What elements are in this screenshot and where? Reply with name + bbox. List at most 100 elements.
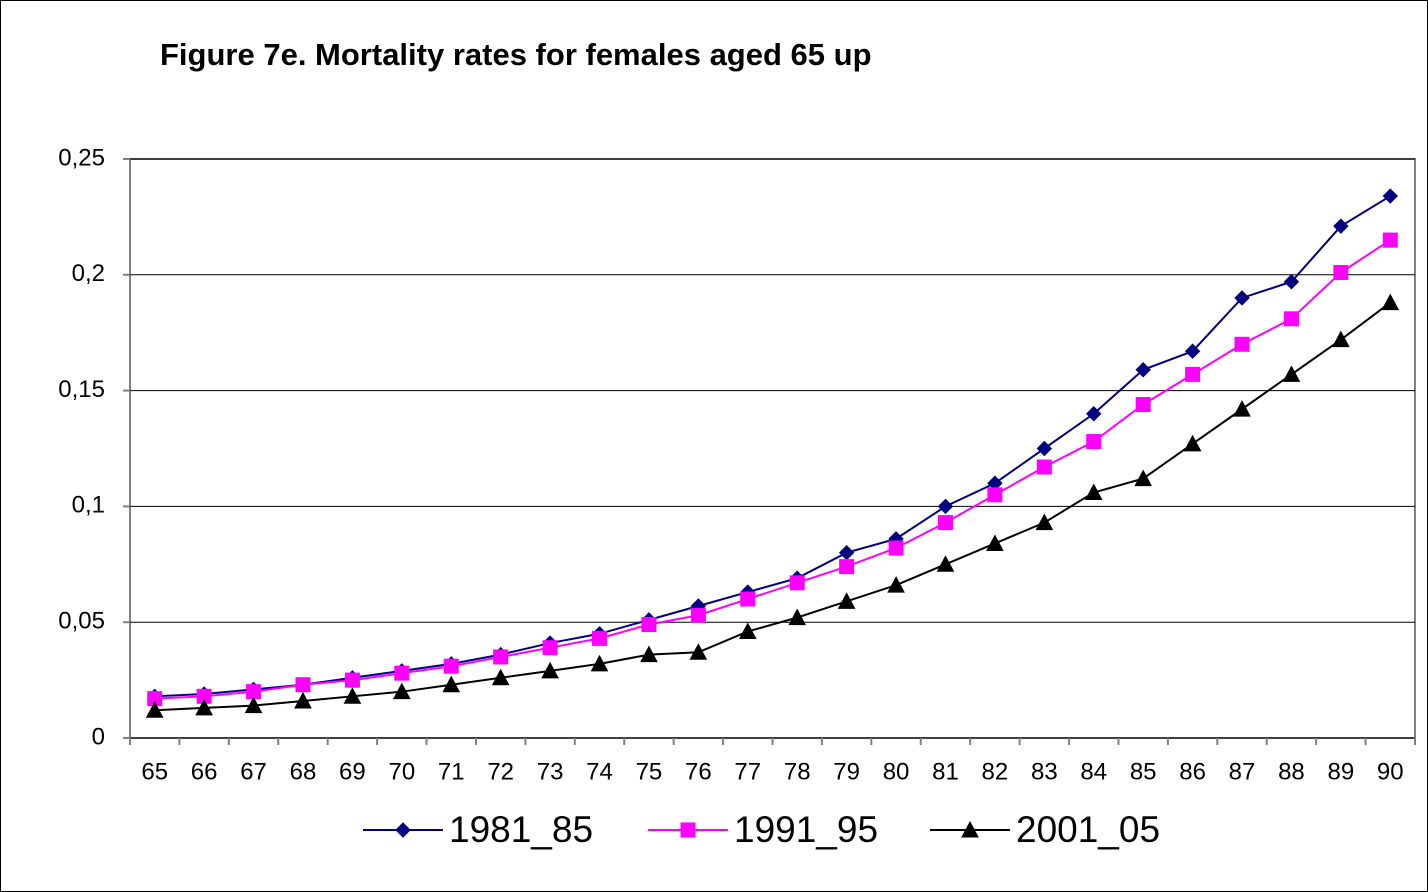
point <box>1185 366 1201 382</box>
series-line <box>154 195 1391 698</box>
point <box>1382 188 1398 204</box>
series-line <box>154 301 1391 712</box>
y-tick-label: 0,2 <box>72 260 105 287</box>
y-tick-label: 0 <box>92 723 105 750</box>
point <box>491 668 510 686</box>
x-tick-label: 79 <box>833 758 860 785</box>
point <box>1036 459 1052 475</box>
x-tick-label: 66 <box>191 758 218 785</box>
point <box>936 555 955 572</box>
point <box>888 540 904 556</box>
x-tick-label: 86 <box>1179 758 1206 785</box>
plot-area <box>129 158 1416 739</box>
legend-label: 2001_05 <box>1016 809 1160 850</box>
legend-marker <box>395 822 411 838</box>
point <box>145 701 164 718</box>
point <box>986 534 1004 551</box>
x-tick-label: 65 <box>141 758 168 785</box>
y-tick-label: 0,15 <box>58 376 105 403</box>
point <box>1282 365 1301 382</box>
point <box>1135 362 1151 378</box>
x-tick-label: 89 <box>1328 758 1355 785</box>
y-tick-label: 0,1 <box>72 492 105 519</box>
x-tick-label: 85 <box>1130 758 1157 785</box>
point <box>344 672 360 688</box>
x-tick-label: 80 <box>883 758 910 785</box>
point <box>1233 400 1251 417</box>
point <box>1036 440 1053 457</box>
x-tick-label: 72 <box>487 758 514 785</box>
point <box>1283 274 1300 290</box>
point <box>1035 513 1054 531</box>
point <box>1333 264 1349 280</box>
y-tick-label: 0,25 <box>58 144 105 171</box>
x-tick-label: 88 <box>1278 758 1305 785</box>
point <box>392 682 411 700</box>
point <box>937 498 954 515</box>
point <box>788 608 807 626</box>
x-tick-label: 82 <box>982 758 1009 785</box>
point <box>1333 218 1349 234</box>
point <box>937 515 953 531</box>
point <box>1332 330 1350 348</box>
point <box>195 698 213 716</box>
series-line <box>154 239 1391 700</box>
point <box>1135 396 1151 412</box>
x-tick-label: 75 <box>636 758 663 785</box>
point <box>641 617 657 633</box>
point <box>789 575 805 591</box>
y-tick-label: 0,05 <box>58 608 105 635</box>
point <box>1086 406 1102 422</box>
point <box>443 658 459 674</box>
point <box>1381 293 1400 311</box>
point <box>442 675 461 693</box>
point <box>1234 290 1250 306</box>
x-tick-label: 69 <box>339 758 366 785</box>
x-tick-label: 81 <box>932 758 959 785</box>
x-tick-label: 83 <box>1031 758 1058 785</box>
point <box>1183 434 1202 452</box>
point <box>689 643 708 660</box>
x-tick-label: 71 <box>438 758 465 785</box>
point <box>541 661 559 679</box>
legend-marker <box>680 822 696 838</box>
x-tick-label: 73 <box>537 758 564 785</box>
point <box>640 645 658 663</box>
x-tick-label: 77 <box>734 758 761 785</box>
point <box>738 622 757 639</box>
point <box>493 649 509 665</box>
point <box>1134 469 1153 487</box>
point <box>740 591 756 607</box>
x-tick-label: 84 <box>1080 758 1107 785</box>
point <box>1234 336 1250 352</box>
point <box>987 487 1003 503</box>
point <box>542 640 558 656</box>
point <box>244 696 263 714</box>
point <box>1283 311 1299 327</box>
x-tick-label: 68 <box>290 758 317 785</box>
x-tick-label: 78 <box>784 758 811 785</box>
x-tick-label: 74 <box>586 758 613 785</box>
point <box>1084 483 1103 501</box>
point <box>837 592 856 609</box>
point <box>590 654 609 672</box>
point <box>1184 343 1201 359</box>
x-tick-label: 76 <box>685 758 712 785</box>
point <box>294 691 312 709</box>
point <box>839 559 855 575</box>
legend-label: 1991_95 <box>734 809 878 850</box>
point <box>1086 434 1102 450</box>
point <box>394 665 410 681</box>
point <box>887 576 905 593</box>
x-tick-label: 67 <box>240 758 267 785</box>
x-tick-label: 90 <box>1377 758 1404 785</box>
chart-title: Figure 7e. Mortality rates for females a… <box>160 37 872 72</box>
legend-label: 1981_85 <box>449 809 593 850</box>
x-tick-label: 87 <box>1229 758 1256 785</box>
legend-marker <box>961 820 979 838</box>
point <box>1382 232 1398 248</box>
point <box>295 677 311 693</box>
point <box>592 630 608 646</box>
x-tick-label: 70 <box>388 758 415 785</box>
